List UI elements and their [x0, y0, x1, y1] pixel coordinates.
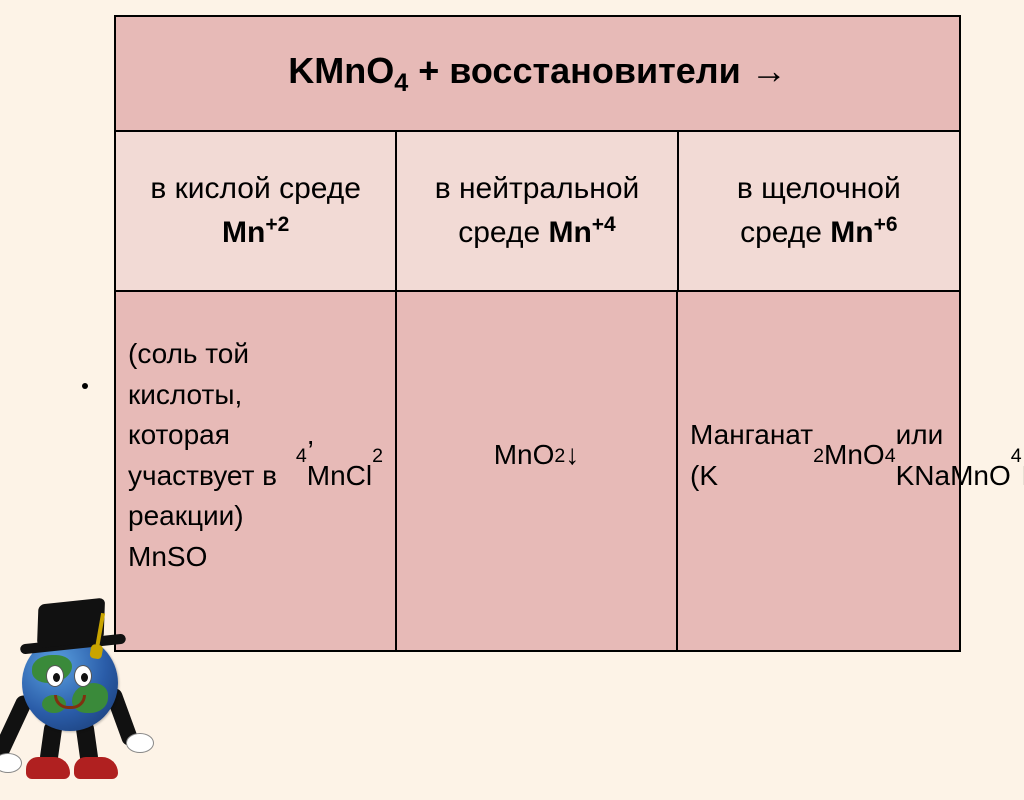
product-alkaline: Манганат(K2MnO4 или KNaMnO4, Na2MnO4) -: [678, 292, 961, 652]
table-title: KMnO4 + восстановители →: [116, 17, 961, 132]
table-header-row: KMnO4 + восстановители →: [116, 17, 961, 132]
table-row-conditions: в кислой средеMn+2 в нейтральнойсреде Mn…: [116, 132, 961, 292]
mascot-globe-character: [0, 595, 169, 800]
reaction-table: KMnO4 + восстановители → в кислой средеM…: [114, 15, 961, 652]
bullet-point: [82, 383, 88, 389]
condition-acidic: в кислой средеMn+2: [116, 132, 397, 292]
product-neutral: MnO2↓: [397, 292, 678, 652]
table-row-products: (соль той кислоты, которая участвует в р…: [116, 292, 961, 652]
condition-neutral: в нейтральнойсреде Mn+4: [397, 132, 678, 292]
condition-alkaline: в щелочнойсреде Mn+6: [679, 132, 961, 292]
